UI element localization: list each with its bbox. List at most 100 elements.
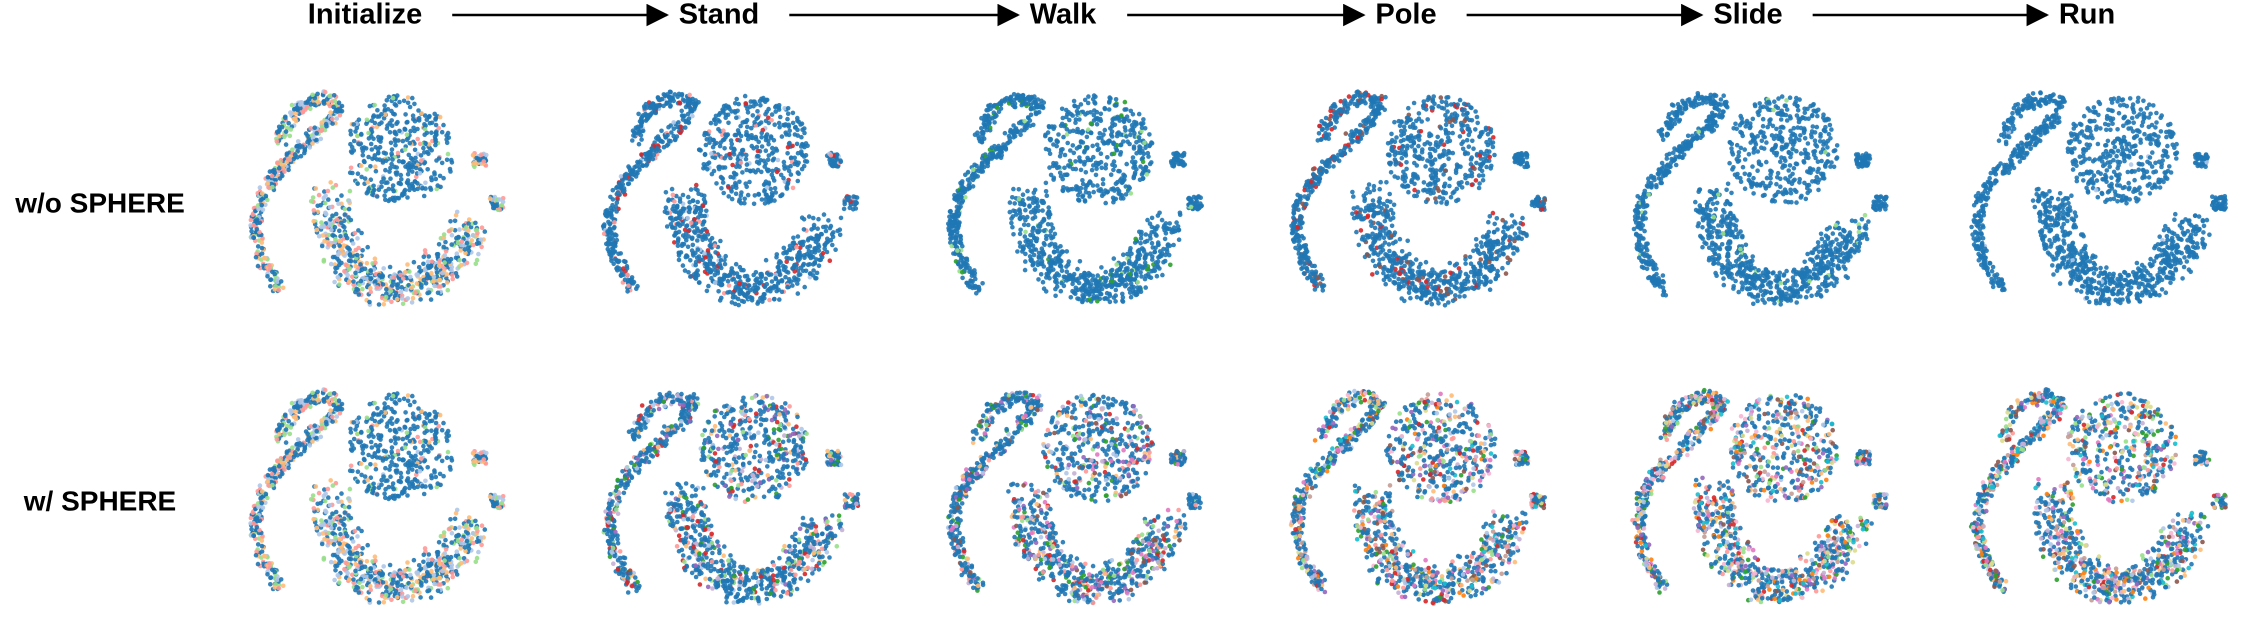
point bbox=[666, 199, 671, 204]
point bbox=[816, 217, 821, 222]
point bbox=[684, 238, 689, 243]
point bbox=[1167, 253, 1172, 258]
point bbox=[1492, 222, 1497, 227]
point bbox=[351, 122, 356, 127]
point bbox=[1177, 158, 1182, 163]
point bbox=[467, 217, 472, 222]
point bbox=[986, 104, 991, 109]
point bbox=[434, 132, 439, 137]
point bbox=[312, 125, 317, 130]
point bbox=[971, 168, 976, 173]
stage-label: Walk bbox=[1030, 0, 1097, 31]
point bbox=[1433, 196, 1438, 201]
point bbox=[1520, 216, 1525, 221]
point bbox=[440, 271, 445, 276]
point bbox=[681, 193, 686, 198]
point bbox=[1358, 123, 1363, 128]
point bbox=[1112, 159, 1117, 164]
point bbox=[1143, 145, 1148, 150]
point bbox=[777, 270, 782, 275]
point bbox=[770, 112, 775, 117]
point bbox=[814, 257, 819, 262]
point bbox=[777, 125, 782, 130]
point bbox=[696, 247, 701, 252]
point bbox=[396, 151, 401, 156]
point bbox=[432, 112, 437, 117]
point bbox=[783, 265, 788, 270]
point bbox=[719, 296, 724, 301]
point bbox=[1142, 141, 1147, 146]
point bbox=[1022, 119, 1027, 124]
point bbox=[410, 96, 415, 101]
point bbox=[614, 233, 619, 238]
point bbox=[331, 185, 336, 190]
point bbox=[427, 254, 432, 259]
point bbox=[426, 259, 431, 264]
point bbox=[277, 134, 282, 139]
point bbox=[734, 192, 739, 197]
point bbox=[1124, 162, 1129, 167]
point bbox=[793, 125, 798, 130]
point bbox=[1110, 129, 1115, 134]
point bbox=[651, 101, 656, 106]
point bbox=[1448, 176, 1453, 181]
point bbox=[764, 192, 769, 197]
point bbox=[800, 167, 805, 172]
point bbox=[839, 216, 844, 221]
point bbox=[992, 120, 997, 125]
point bbox=[400, 296, 405, 301]
point bbox=[825, 237, 830, 242]
point bbox=[1187, 196, 1192, 201]
point bbox=[701, 220, 706, 225]
point bbox=[342, 225, 347, 230]
point bbox=[758, 103, 763, 108]
point bbox=[370, 147, 375, 152]
point bbox=[1116, 283, 1121, 288]
point bbox=[421, 146, 426, 151]
point bbox=[1103, 270, 1108, 275]
point bbox=[637, 129, 642, 134]
point bbox=[787, 133, 792, 138]
point bbox=[429, 178, 434, 183]
point bbox=[251, 235, 256, 240]
point bbox=[1114, 288, 1119, 293]
point bbox=[1023, 208, 1028, 213]
point bbox=[1004, 96, 1009, 101]
point bbox=[670, 187, 675, 192]
point bbox=[737, 164, 742, 169]
point bbox=[687, 93, 692, 98]
point bbox=[256, 264, 261, 269]
point bbox=[1051, 126, 1056, 131]
point bbox=[1070, 113, 1075, 118]
point bbox=[619, 273, 624, 278]
point bbox=[1398, 237, 1403, 242]
point bbox=[408, 105, 413, 110]
point bbox=[1443, 274, 1448, 279]
point bbox=[303, 149, 308, 154]
point bbox=[389, 289, 394, 294]
point bbox=[1146, 272, 1151, 277]
point bbox=[1350, 190, 1355, 195]
point bbox=[371, 184, 376, 189]
point bbox=[322, 259, 327, 264]
point bbox=[638, 119, 643, 124]
point bbox=[699, 208, 704, 213]
point bbox=[650, 146, 655, 151]
point bbox=[351, 241, 356, 246]
point bbox=[450, 160, 455, 165]
point bbox=[732, 277, 737, 282]
point bbox=[401, 302, 406, 307]
point bbox=[714, 181, 719, 186]
point bbox=[332, 93, 337, 98]
point bbox=[359, 164, 364, 169]
point bbox=[1028, 254, 1033, 259]
point bbox=[365, 261, 370, 266]
point bbox=[677, 253, 682, 258]
point bbox=[720, 107, 725, 112]
point bbox=[622, 188, 627, 193]
point bbox=[979, 164, 984, 169]
point bbox=[357, 292, 362, 297]
point bbox=[345, 236, 350, 241]
point bbox=[1075, 109, 1080, 114]
point bbox=[736, 297, 741, 302]
